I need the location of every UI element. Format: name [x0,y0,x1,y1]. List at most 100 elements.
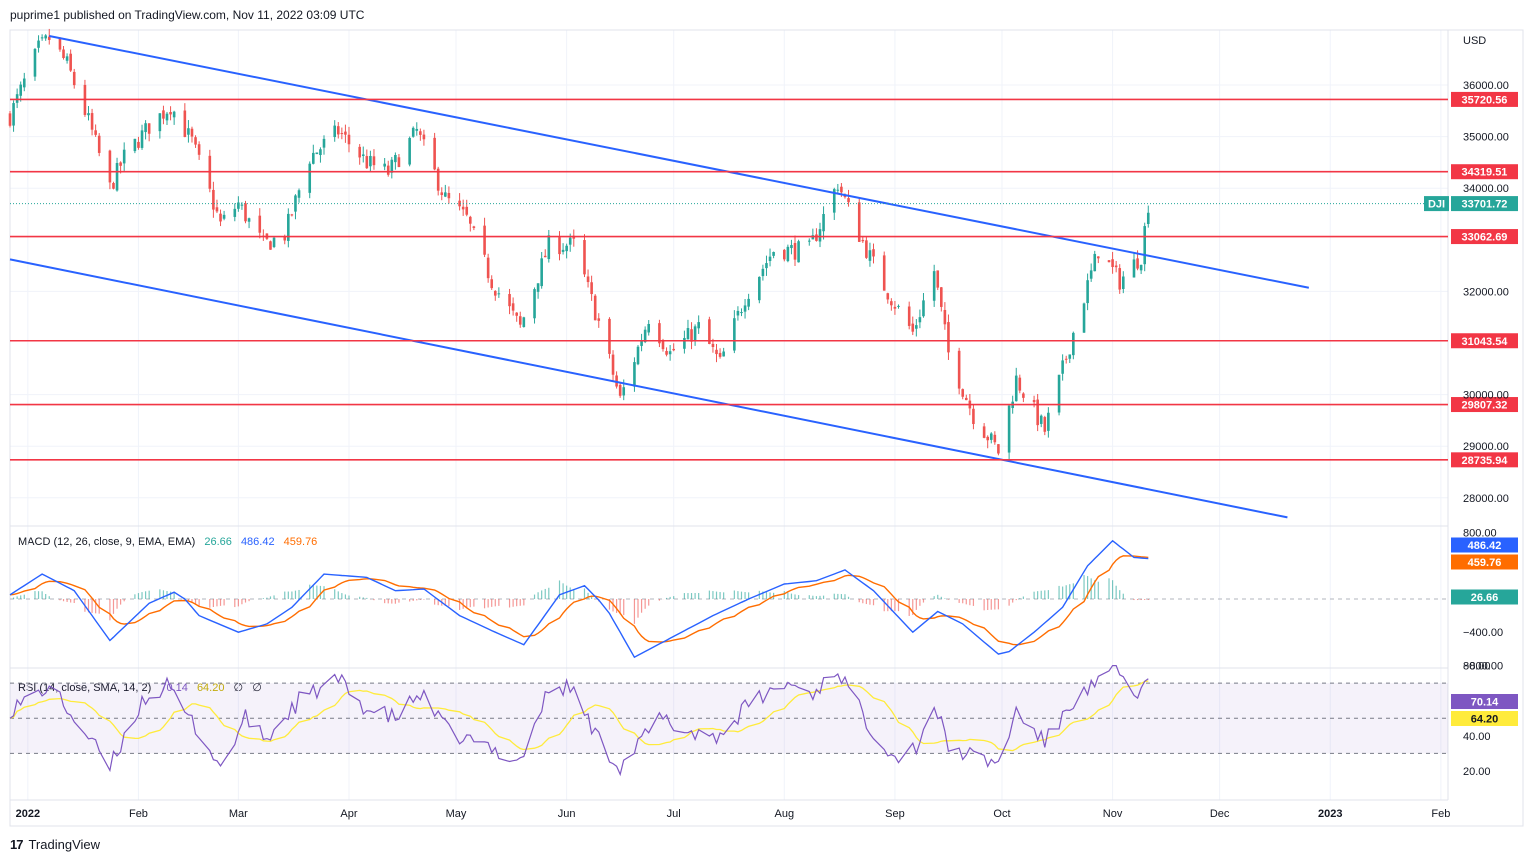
candle-body [394,155,397,163]
candle-body [986,436,989,441]
candle-body [961,389,965,397]
candle [158,113,162,139]
candle [144,120,147,140]
candle [97,133,101,157]
candle-body [693,326,697,342]
candle-body [197,144,201,155]
price-tick-label: 30000.00 [1463,390,1509,402]
candle-body [244,203,247,222]
candle [618,382,622,398]
candle-body [319,149,322,156]
candle-body [1118,268,1122,290]
candle [247,217,251,229]
candle [915,319,918,337]
candle [972,404,975,430]
candle [483,217,486,258]
level-price-label: 33062.69 [1462,232,1508,244]
candle [383,158,386,171]
candle [22,72,26,92]
candle-body [108,150,112,183]
symbol-label: DJI [1428,199,1445,211]
candle-body [62,49,65,59]
candle-body [915,325,918,329]
macd-tick-label: −800.00 [1463,660,1503,672]
time-tick-label: Aug [775,808,795,820]
macd-legend-hist: 26.66 [204,536,232,548]
time-tick-label: Mar [229,808,248,820]
candle [19,81,23,102]
candle-body [533,289,536,319]
candle-body [190,128,194,137]
candle-body [97,135,101,153]
candle-body [1146,212,1150,224]
candle-body [12,103,15,126]
candle-body [115,162,119,191]
candle-body [290,214,294,216]
candle-body [815,234,818,241]
candle [1018,374,1022,394]
level-price-label: 31043.54 [1462,336,1509,348]
candle [982,423,986,439]
candle-body [269,241,272,250]
candle-body [1132,259,1136,278]
candle-body [743,305,747,312]
candle [1007,405,1011,461]
candle-body [518,316,522,325]
candle [932,264,936,307]
candle [1047,407,1050,438]
candle [1132,252,1136,278]
candle [1146,205,1150,228]
candle-body [147,123,151,134]
candle [187,120,190,143]
candle-body [807,240,811,242]
candle-body [140,130,144,148]
candle-body [747,298,750,307]
candle-body [183,110,187,137]
candle [793,235,797,266]
candle [947,314,950,360]
candle-body [158,113,162,132]
candle [297,188,301,203]
candle-body [733,318,736,351]
macd-value-badge [1451,537,1518,553]
candle [783,248,786,262]
candle-body [1039,415,1043,424]
candle-body [469,216,472,224]
symbol-badge [1424,196,1449,212]
candle-body [640,341,643,346]
candle [640,333,643,352]
candle-body [458,200,461,207]
candle [147,123,151,142]
candle-body [361,154,365,156]
candle-body [911,323,915,332]
candle-body [597,318,601,321]
tradingview-brand[interactable]: 17 TradingView [10,837,100,852]
candle [312,144,315,165]
candle [672,343,675,352]
candle [190,126,194,143]
candle-body [47,36,51,40]
candle-body [215,207,219,212]
candle [986,435,989,449]
tradingview-brand-label: TradingView [28,837,101,852]
candle [65,53,69,64]
candle-body [1093,253,1097,272]
candle [993,431,997,445]
candle-body [722,351,725,357]
level-price-badge [1451,164,1518,180]
candle [1093,250,1097,272]
candle [1068,354,1072,364]
candle-body [372,156,376,166]
candle-body [1014,375,1018,402]
candle [765,255,768,276]
candle-body [472,226,476,228]
candle [1043,415,1047,436]
candle [172,110,176,125]
candle-body [1068,354,1072,359]
candle-body [708,319,711,344]
macd-legend-macd: 486.42 [240,536,275,548]
price-tick-label: 29000.00 [1463,441,1509,453]
candle [668,344,672,361]
candle-body [133,138,137,152]
